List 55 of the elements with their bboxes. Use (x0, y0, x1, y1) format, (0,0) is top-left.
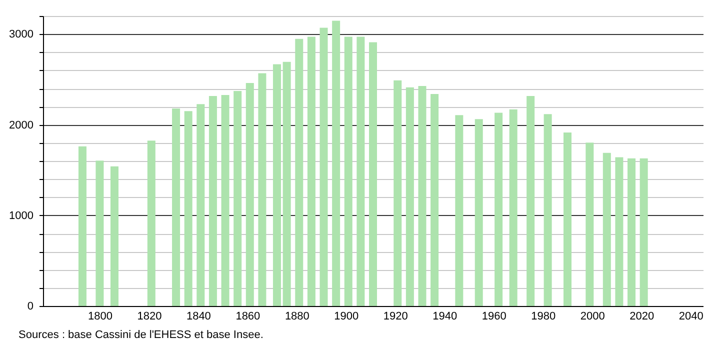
x-tick-label: 2040 (678, 310, 704, 322)
x-tick-label: 1820 (137, 310, 162, 322)
bar (494, 112, 503, 306)
bar (406, 87, 414, 306)
y-tick-label: 2000 (9, 119, 34, 132)
bar (307, 36, 316, 306)
bar (147, 140, 156, 306)
bar (282, 62, 291, 306)
bar (320, 28, 328, 306)
bar (509, 109, 518, 306)
bar (344, 36, 352, 306)
x-tick-label: 1880 (284, 310, 310, 322)
bar (246, 82, 254, 306)
bar (526, 96, 535, 306)
x-tick-label: 1980 (531, 310, 556, 322)
bar (208, 96, 217, 306)
bar (628, 158, 636, 306)
x-tick-label: 1800 (88, 310, 112, 322)
x-tick-label: 1920 (383, 310, 408, 322)
x-tick-label: 1860 (236, 310, 260, 322)
x-tick-label: 1940 (432, 310, 458, 322)
bar (196, 104, 205, 306)
x-tick-label: 1960 (482, 310, 506, 322)
source-note: Sources : base Cassini de l'EHESS et base Insee. (18, 329, 264, 340)
x-tick-label: 2020 (630, 310, 654, 322)
bar (172, 108, 180, 306)
bar (430, 94, 439, 306)
bar (295, 38, 304, 306)
x-tick-label: 2000 (580, 310, 605, 322)
y-tick-label: 3000 (9, 28, 34, 41)
bar (221, 95, 230, 306)
bar (394, 80, 402, 306)
bar (640, 158, 648, 306)
bar (418, 86, 426, 306)
bar (586, 142, 594, 306)
bar (110, 166, 118, 306)
y-tick-label: 1000 (9, 210, 34, 222)
bar (615, 157, 624, 306)
bar (544, 114, 552, 306)
bar (564, 132, 572, 306)
bar (474, 119, 483, 306)
bar (96, 160, 104, 306)
bar (455, 115, 464, 306)
bar (332, 20, 340, 306)
bar (356, 36, 365, 306)
bar (258, 73, 266, 306)
x-tick-label: 1840 (186, 310, 211, 322)
bar (272, 64, 281, 306)
bar (234, 91, 242, 306)
bar (369, 42, 377, 306)
bar (78, 146, 86, 306)
bar (602, 152, 611, 306)
y-tick-label: 0 (27, 300, 34, 312)
bar (184, 111, 192, 306)
x-tick-label: 1900 (334, 310, 359, 322)
